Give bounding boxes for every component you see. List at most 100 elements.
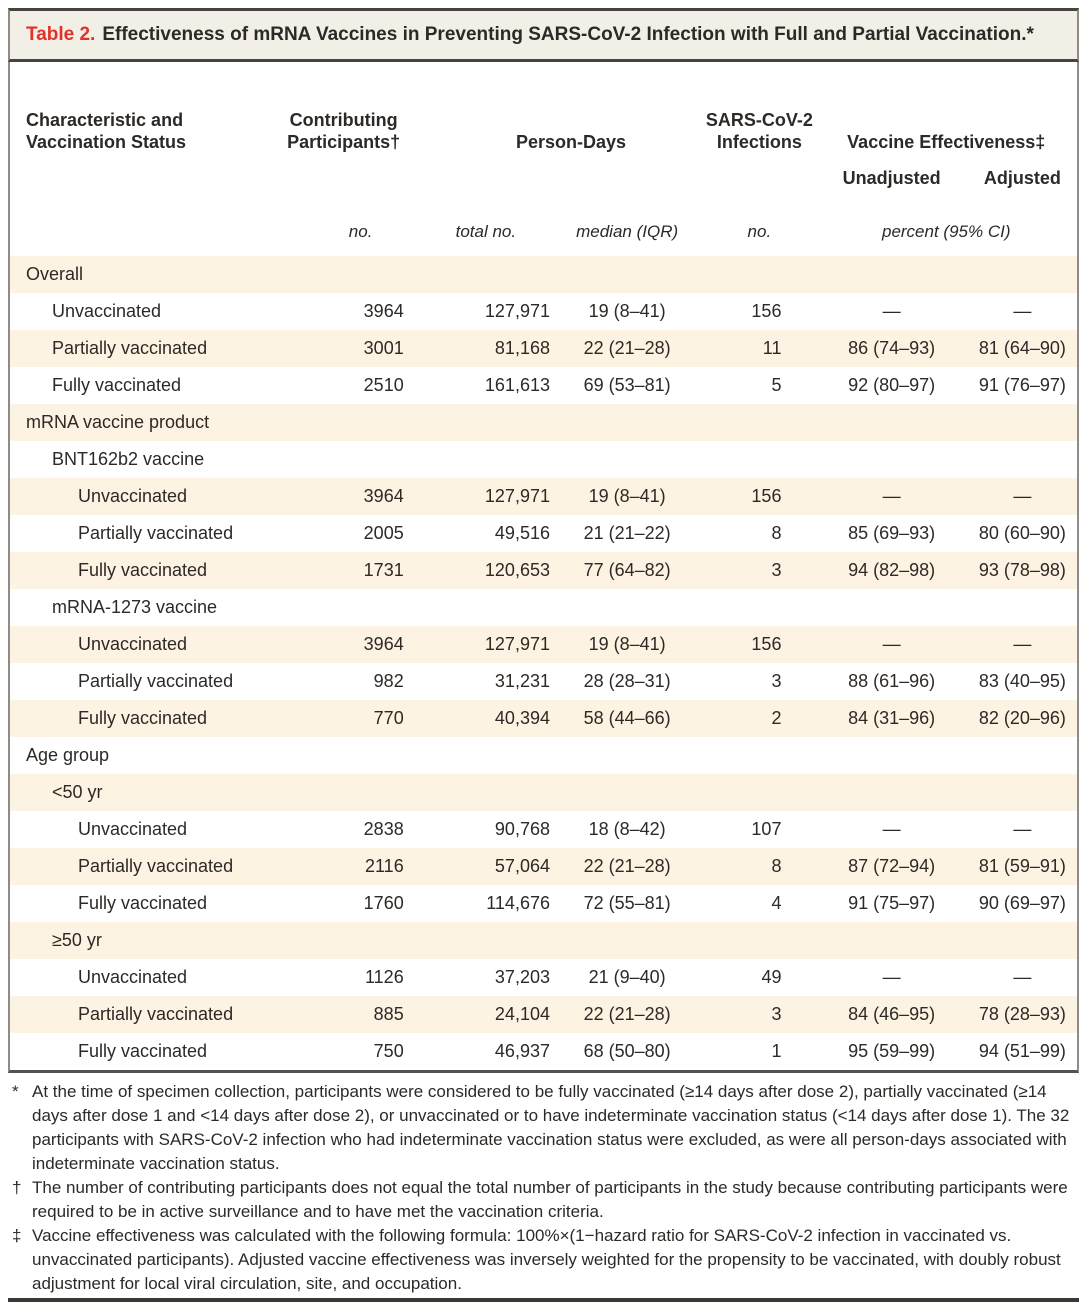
cell-infections-no: 1 xyxy=(771,1040,782,1061)
cell-person-days-median: 22 (21–28) xyxy=(550,995,704,1033)
cell-person-days-median: 19 (8–41) xyxy=(550,477,704,515)
cell-person-days-total xyxy=(404,773,551,811)
cell-person-days-median: 58 (44–66) xyxy=(550,699,704,737)
cell-person-days-median: 77 (64–82) xyxy=(550,551,704,589)
unit-total-no: total no. xyxy=(455,222,517,242)
table-row: Unvaccinated 3964 127,971 19 (8–41) 156— — xyxy=(10,625,1077,663)
cell-ve-unadjusted: 85 (69–93) xyxy=(848,522,936,543)
cell-characteristic: mRNA-1273 vaccine xyxy=(52,596,218,617)
cell-ve-unadjusted: — xyxy=(882,818,901,839)
cell-person-days-median: 22 (21–28) xyxy=(550,329,704,367)
cell-ve-unadjusted: — xyxy=(815,477,968,515)
cell-ve-unadjusted: — xyxy=(882,300,901,321)
table-row: Partially vaccinated 982 31,231 28 (28–31) 3… xyxy=(10,663,1077,700)
cell-person-days-total: 127,971 xyxy=(404,477,551,515)
table-row: Partially vaccinated 2005 49,516 21 (21–22)… xyxy=(10,515,1077,552)
cell-infections-no: 156 xyxy=(751,300,782,321)
cell-ve-unadjusted: 87 (72–94) xyxy=(815,847,968,885)
table-row: Age group xyxy=(10,737,1077,774)
cell-ve-adjusted: 80 (60–90) xyxy=(978,522,1066,543)
cell-person-days-total: 114,676 xyxy=(486,892,550,913)
cell-infections-no: 11 xyxy=(703,329,816,367)
cell-person-days-median: 28 (28–31) xyxy=(583,670,671,691)
cell-ve-unadjusted: 92 (80–97) xyxy=(848,374,936,395)
cell-participants-no xyxy=(283,737,405,774)
cell-ve-unadjusted: 91 (75–97) xyxy=(848,892,936,913)
cell-person-days-total: 49,516 xyxy=(494,522,550,543)
table-row: Fully vaccinated 2510 161,613 69 (53–81) 5 92… xyxy=(10,367,1077,404)
table-box: Characteristic and Vaccination Status Co… xyxy=(8,61,1079,1073)
cell-participants-no: 2116 xyxy=(282,847,405,885)
cell-person-days-total: 120,653 xyxy=(404,551,551,589)
cell-participants-no: 1731 xyxy=(282,551,405,589)
col-header-unadjusted: Unadjusted xyxy=(842,167,941,188)
footnotes: * At the time of specimen collection, par… xyxy=(10,1080,1075,1296)
footnote-text: The number of contributing participants … xyxy=(32,1177,1068,1221)
cell-ve-unadjusted: — xyxy=(882,966,901,987)
cell-infections-no: 49 xyxy=(761,966,782,987)
cell-person-days-total: 46,937 xyxy=(494,1040,550,1061)
cell-person-days-total: 37,203 xyxy=(494,966,550,987)
cell-ve-adjusted: 81 (59–91) xyxy=(967,847,1077,885)
cell-ve-adjusted xyxy=(967,921,1077,959)
cell-infections-no: 5 xyxy=(771,374,782,395)
cell-characteristic: Unvaccinated xyxy=(52,300,162,321)
cell-characteristic: Partially vaccinated xyxy=(10,847,283,885)
cell-characteristic: Unvaccinated xyxy=(78,818,188,839)
cell-ve-adjusted xyxy=(967,403,1077,441)
cell-infections-no xyxy=(703,589,815,626)
cell-characteristic: <50 yr xyxy=(10,773,283,811)
cell-infections-no: 4 xyxy=(771,892,782,913)
cell-characteristic: Fully vaccinated xyxy=(78,892,208,913)
cell-person-days-median: 19 (8–41) xyxy=(550,625,704,663)
col-header-adjusted: Adjusted xyxy=(983,167,1061,188)
cell-person-days-median xyxy=(550,921,704,959)
table-row: Fully vaccinated 1760 114,676 72 (55–81) 4 91… xyxy=(10,885,1077,922)
table-header: Characteristic and Vaccination Status Co… xyxy=(10,62,1077,256)
cell-ve-adjusted: 81 (64–90) xyxy=(967,329,1077,367)
table-row: ≥50 yr xyxy=(10,921,1077,959)
cell-characteristic: Unvaccinated xyxy=(10,625,283,663)
cell-person-days-total xyxy=(405,441,551,478)
cell-person-days-total xyxy=(404,403,551,441)
cell-characteristic: Fully vaccinated xyxy=(52,374,182,395)
table-row: Unvaccinated 1126 37,203 21 (9–40) 49 — — xyxy=(10,959,1077,996)
cell-ve-unadjusted: — xyxy=(815,625,968,663)
page: Table 2. Effectiveness of mRNA Vaccines i… xyxy=(8,8,1079,1302)
cell-ve-adjusted xyxy=(967,773,1077,811)
cell-ve-unadjusted xyxy=(815,441,967,478)
data-table: Characteristic and Vaccination Status Co… xyxy=(10,62,1077,1070)
cell-infections-no: 156 xyxy=(703,477,816,515)
cell-infections-no xyxy=(703,773,816,811)
cell-ve-adjusted: — xyxy=(967,625,1077,663)
cell-ve-unadjusted xyxy=(815,921,968,959)
cell-ve-adjusted: — xyxy=(1013,300,1032,321)
cell-infections-no: 3 xyxy=(771,670,782,691)
cell-ve-adjusted xyxy=(968,737,1077,774)
cell-ve-unadjusted: 88 (61–96) xyxy=(848,670,936,691)
table-row: Unvaccinated 2838 90,768 18 (8–42) 107 — — xyxy=(10,811,1077,848)
cell-infections-no: 3 xyxy=(703,995,816,1033)
cell-characteristic: Fully vaccinated xyxy=(78,1040,208,1061)
cell-person-days-median: 21 (21–22) xyxy=(583,522,671,543)
col-header-infections: SARS-CoV-2 Infections xyxy=(705,109,813,152)
cell-ve-adjusted: — xyxy=(1013,966,1032,987)
footnote-item: ‡ Vaccine effectiveness was calculated wi… xyxy=(10,1224,1075,1296)
cell-person-days-total: 57,064 xyxy=(404,847,551,885)
cell-participants-no: 3964 xyxy=(282,625,405,663)
cell-person-days-total: 81,168 xyxy=(404,329,551,367)
cell-ve-unadjusted xyxy=(815,403,968,441)
cell-ve-adjusted: 90 (69–97) xyxy=(978,892,1066,913)
cell-characteristic: Overall xyxy=(10,255,283,293)
cell-person-days-median xyxy=(550,255,704,293)
cell-person-days-median: 69 (53–81) xyxy=(583,374,671,395)
cell-person-days-median xyxy=(550,403,704,441)
cell-participants-no xyxy=(282,773,405,811)
cell-participants-no: 885 xyxy=(282,995,405,1033)
cell-participants-no xyxy=(282,921,405,959)
table-row: Fully vaccinated 770 40,394 58 (44–66) 2 84 (… xyxy=(10,699,1077,737)
cell-infections-no: 8 xyxy=(771,522,782,543)
table-row: Fully vaccinated 1731 120,653 77 (64–82) 3 94… xyxy=(10,551,1077,589)
cell-ve-adjusted: 83 (40–95) xyxy=(978,670,1066,691)
cell-participants-no: 1760 xyxy=(363,892,404,913)
